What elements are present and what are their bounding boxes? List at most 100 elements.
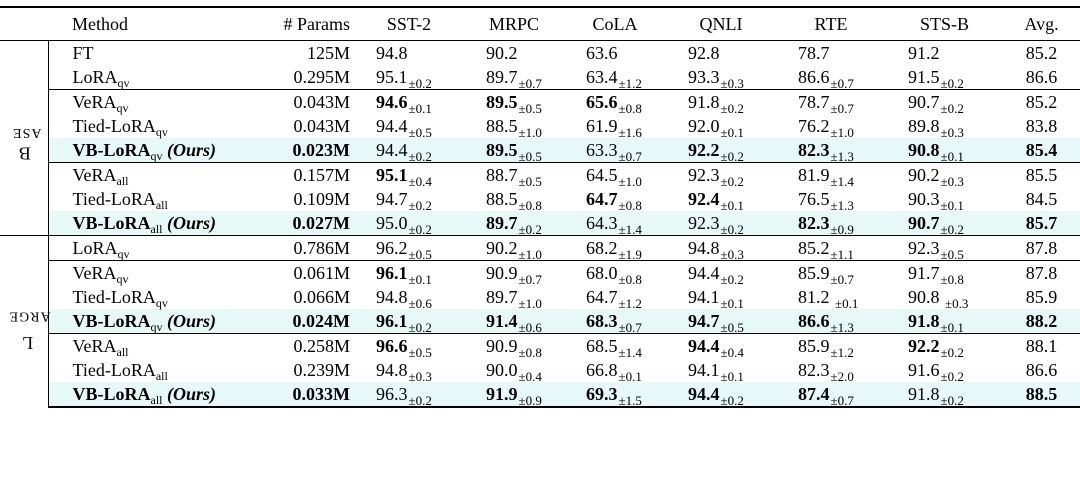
score-cell-rte: 82.3±1.3 [776, 138, 886, 163]
avg-value: 88.5 [1025, 383, 1058, 404]
header-params: # Params [260, 6, 354, 41]
score-value: 64.3 [586, 212, 618, 233]
score-cell-rte: 85.9±0.7 [776, 260, 886, 286]
score-std: ±1.2 [618, 75, 642, 91]
score-value: 95.1 [376, 164, 408, 185]
score-cell-cola: 64.7±0.8 [564, 187, 666, 212]
group-label-text: B ASE [12, 117, 41, 163]
score-value: 90.3 [908, 188, 940, 209]
avg-value: 87.8 [1025, 262, 1058, 283]
score-value: 78.7 [798, 42, 830, 63]
avg-cell: 85.7 [1003, 211, 1080, 236]
table-header-row: Method # Params SST-2 MRPC CoLA QNLI RTE… [0, 6, 1080, 41]
score-std: ±0.2 [940, 221, 964, 237]
table-row: VeRAqv 0.043M 94.6±0.1 89.5±0.5 65.6±0.8 91.8… [0, 89, 1080, 115]
score-cell-sst2: 94.6±0.1 [354, 89, 464, 115]
score-cell-qnli: 92.4±0.1 [666, 187, 776, 212]
score-cell-sst2: 94.8±0.3 [354, 358, 464, 383]
score-value: 88.5 [486, 115, 518, 136]
avg-cell: 86.6 [1003, 358, 1080, 382]
method-cell: VB-LoRAall (Ours) [48, 211, 260, 236]
score-value: 96.3 [376, 383, 408, 404]
avg-cell: 85.9 [1003, 285, 1080, 309]
score-value: 86.6 [798, 310, 830, 331]
score-std: ±1.0 [830, 124, 854, 140]
avg-value: 84.5 [1025, 188, 1058, 209]
score-std: ±0.2 [408, 75, 432, 91]
score-cell-rte: 82.3±2.0 [776, 358, 886, 383]
group-label: B ASE [0, 40, 49, 236]
score-value: 94.4 [688, 335, 720, 356]
score-cell-mrpc: 89.7±0.7 [464, 65, 564, 90]
score-value: 94.4 [376, 139, 408, 160]
score-cell-stsb: 90.7±0.2 [886, 89, 1003, 115]
table-row: Tied-LoRAqv 0.066M 94.8±0.6 89.7±1.0 64.7±1.… [0, 285, 1080, 311]
score-cell-sst2: 95.1±0.2 [354, 65, 464, 90]
score-std: ±1.9 [618, 246, 642, 262]
method-name: FT [72, 42, 94, 63]
method-cell: VeRAall [48, 333, 260, 358]
score-value: 92.4 [688, 188, 720, 209]
score-std: ±0.5 [408, 344, 432, 360]
method-cell: Tied-LoRAall [48, 358, 260, 382]
score-std: ±1.6 [618, 124, 642, 140]
params-value: 0.043M [293, 91, 350, 112]
score-std: ±0.8 [618, 271, 642, 287]
score-cell-cola: 63.4±1.2 [564, 65, 666, 90]
score-value: 90.8 [908, 139, 940, 160]
score-cell-mrpc: 91.4±0.6 [464, 309, 564, 334]
score-value: 65.6 [586, 91, 618, 112]
score-value: 64.7 [586, 188, 618, 209]
score-value: 68.2 [586, 237, 618, 258]
score-value: 93.3 [688, 66, 720, 87]
score-value: 68.3 [586, 310, 618, 331]
score-cell-sst2: 95.0±0.2 [354, 211, 464, 236]
score-cell-cola: 64.3±1.4 [564, 211, 666, 236]
score-std: ±0.5 [408, 124, 432, 140]
score-value: 91.6 [908, 359, 940, 380]
score-value: 85.2 [798, 237, 830, 258]
score-cell-sst2: 94.4±0.2 [354, 138, 464, 163]
score-value: 90.0 [486, 359, 518, 380]
params-value: 0.295M [293, 66, 350, 87]
score-value: 90.7 [908, 91, 940, 112]
score-cell-stsb: 91.6±0.2 [886, 358, 1003, 383]
params-value: 125M [306, 42, 350, 63]
method-cell: VB-LoRAqv (Ours) [48, 309, 260, 334]
score-cell-qnli: 92.0±0.1 [666, 114, 776, 139]
score-std: ±0.7 [830, 392, 854, 408]
score-value: 90.2 [486, 237, 518, 258]
group-label-initial: L [21, 333, 34, 354]
method-name: VB-LoRA [72, 310, 151, 331]
score-std: ±0.9 [518, 392, 542, 408]
score-std: ±0.3 [945, 295, 969, 311]
method-cell: VeRAqv [48, 89, 260, 114]
table-row: VB-LoRAall (Ours) 0.033M 96.3±0.2 91.9±0.9 6… [0, 382, 1080, 408]
header-avg: Avg. [1003, 6, 1080, 41]
score-cell-cola: 68.0±0.8 [564, 260, 666, 287]
score-value: 88.7 [486, 164, 518, 185]
score-value: 82.3 [798, 359, 830, 380]
score-value: 94.8 [376, 359, 408, 380]
score-value: 68.5 [586, 335, 618, 356]
group-label-initial: B [17, 143, 31, 164]
score-value: 92.3 [688, 212, 720, 233]
score-value: 91.7 [908, 262, 940, 283]
method-subscript: qv [116, 271, 129, 286]
params-value: 0.027M [292, 212, 351, 233]
score-value: 91.4 [486, 310, 518, 331]
score-cell-sst2: 94.8 [354, 40, 464, 65]
score-std: ±0.6 [518, 319, 542, 335]
score-value: 85.9 [798, 335, 830, 356]
score-cell-cola: 68.3±0.7 [564, 309, 666, 334]
method-subscript: all [150, 221, 163, 236]
avg-cell: 88.2 [1003, 309, 1080, 334]
params-value: 0.066M [293, 286, 350, 307]
params-value: 0.786M [293, 237, 350, 258]
score-cell-sst2: 96.6±0.5 [354, 333, 464, 360]
avg-cell: 88.5 [1003, 382, 1080, 408]
table-row: VB-LoRAqv (Ours) 0.024M 96.1±0.2 91.4±0.6 68… [0, 309, 1080, 334]
score-value: 89.7 [486, 66, 518, 87]
score-std: ±0.4 [720, 344, 744, 360]
score-value: 90.9 [486, 335, 518, 356]
